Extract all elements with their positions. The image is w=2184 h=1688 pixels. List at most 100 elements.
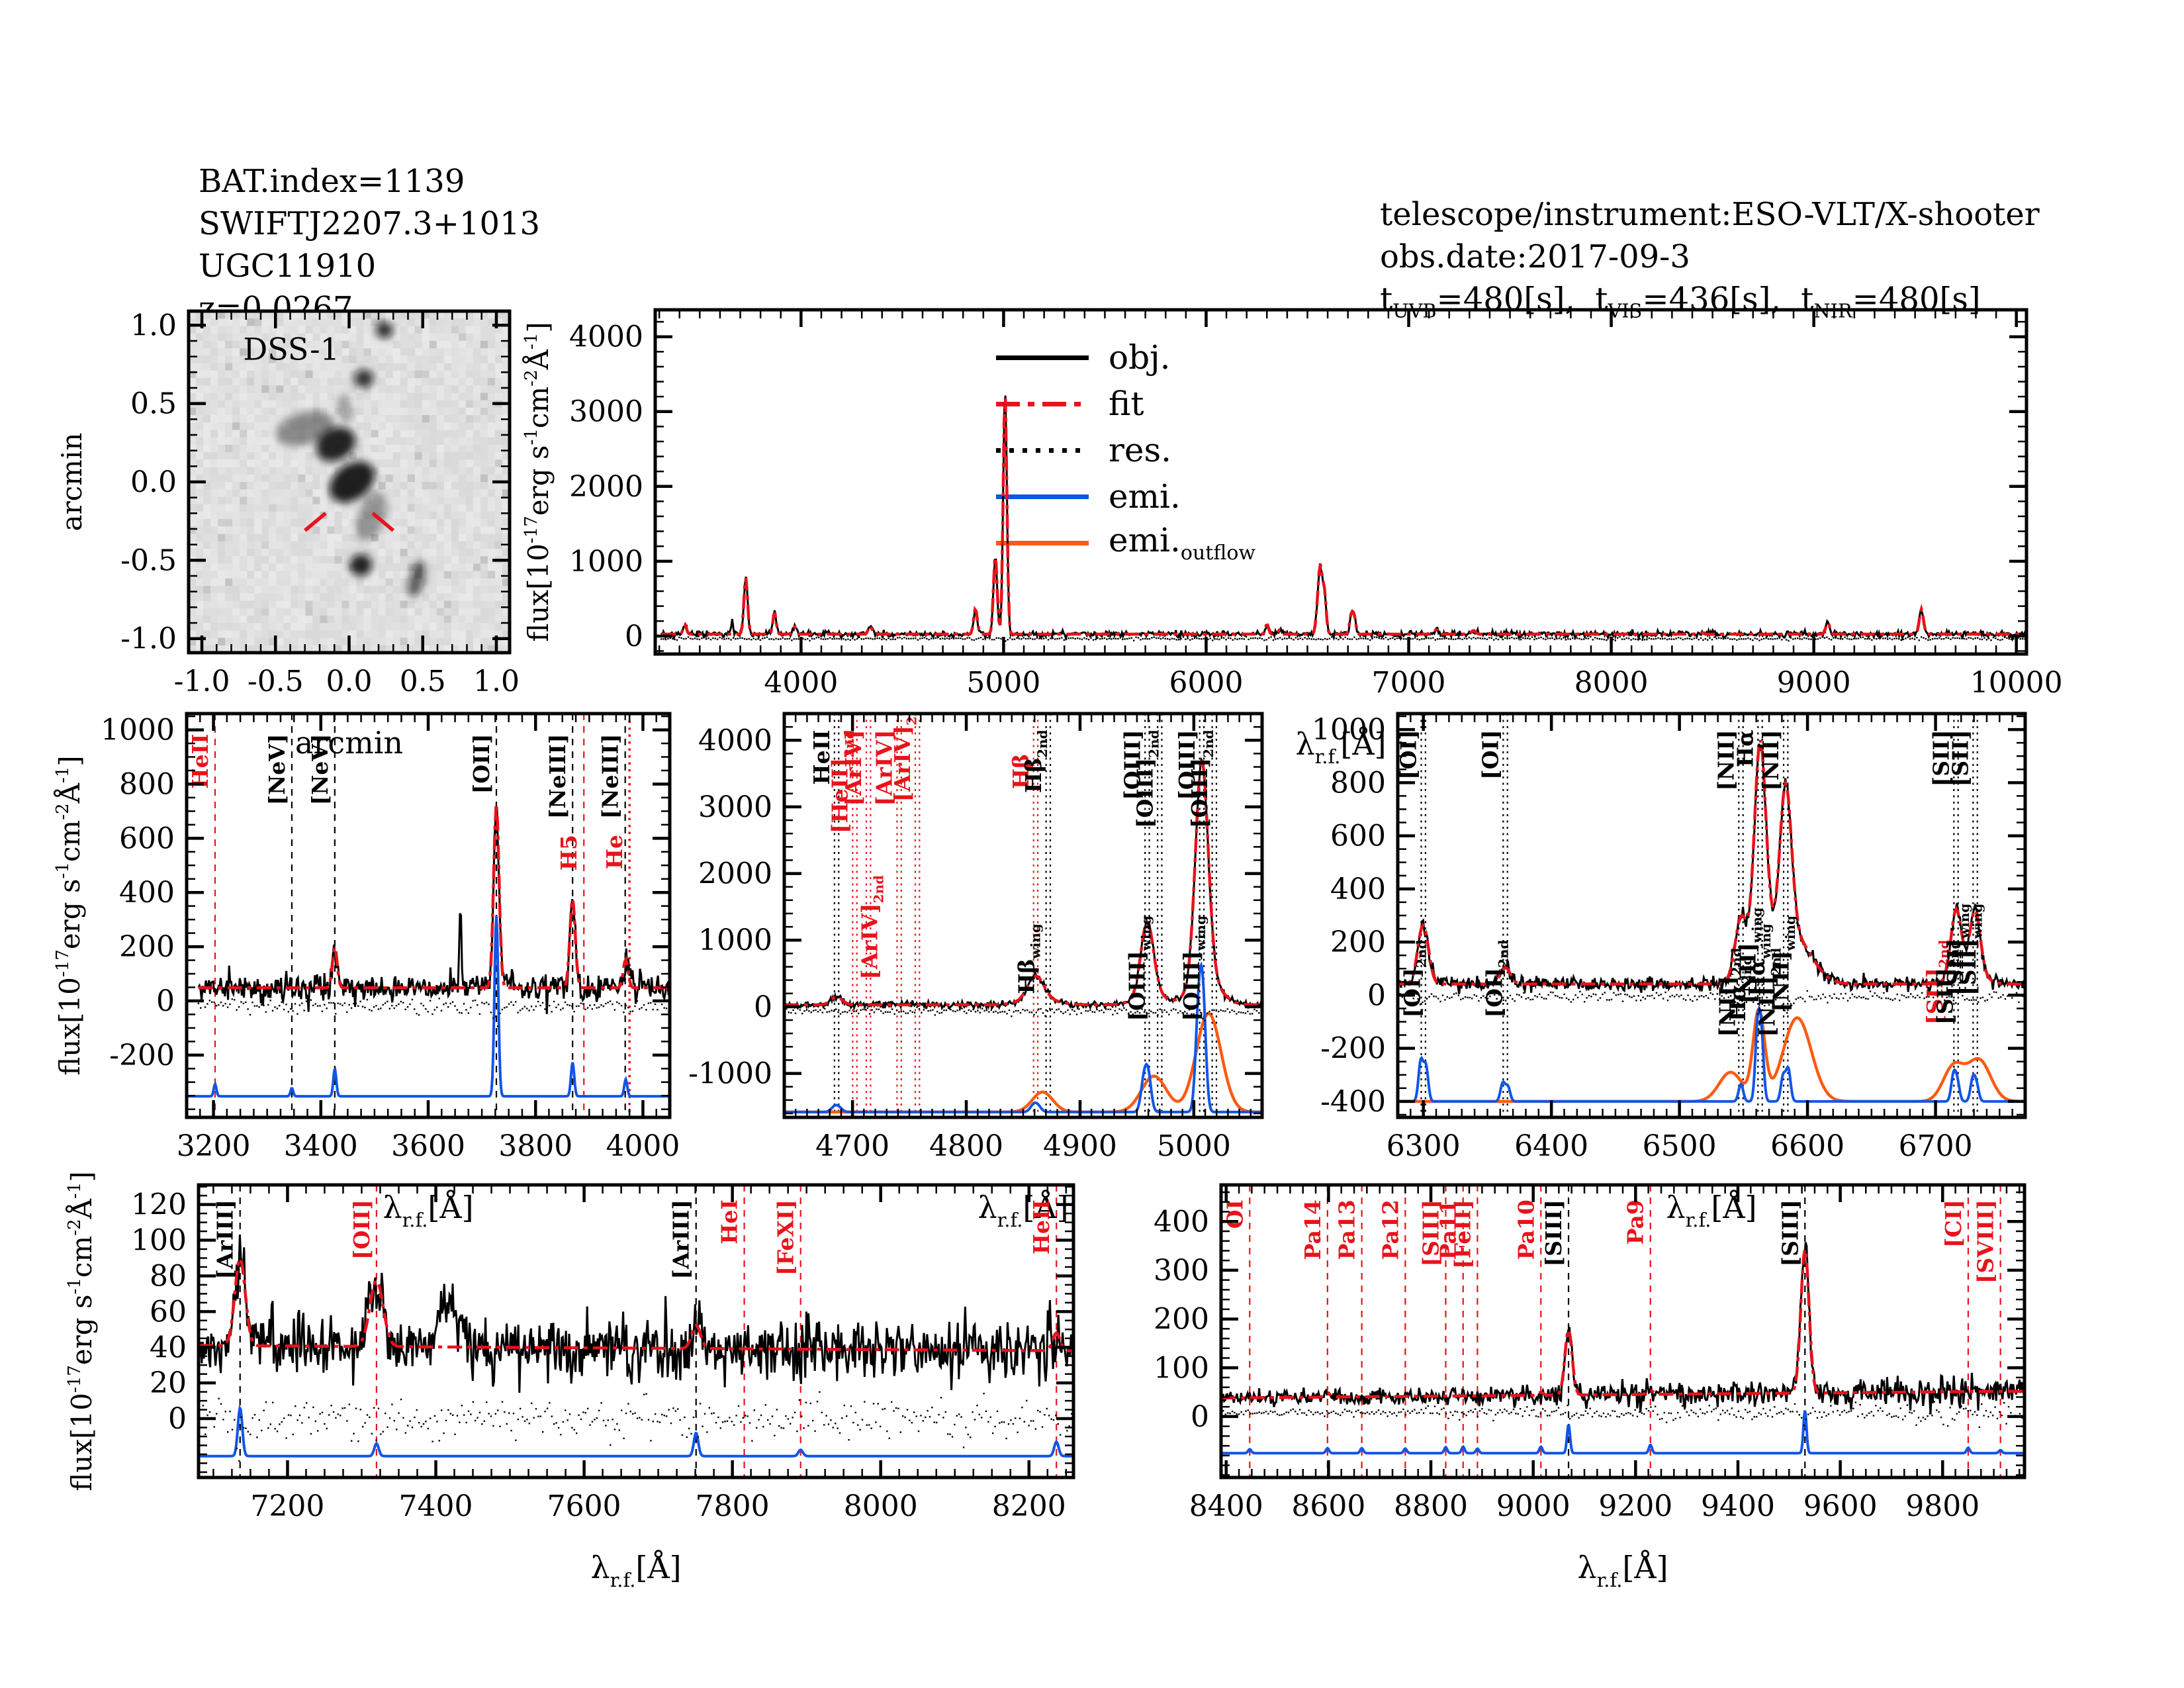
emission-line-label: [SII]wing xyxy=(1942,904,1972,996)
emission-line-label: [SVIII] xyxy=(1973,1199,1999,1284)
emission-line-label: [SII]2nd xyxy=(1922,940,1952,1025)
x-tick-label: 1.0 xyxy=(473,665,520,698)
emission-line-label: [OI]2nd xyxy=(1399,940,1429,1018)
emission-line-label: [OIII]wing xyxy=(1124,915,1154,1021)
x-tick-label: 9200 xyxy=(1598,1489,1672,1523)
obj-trace xyxy=(1221,1242,2025,1415)
x-tick-label: 4800 xyxy=(929,1129,1003,1163)
x-tick-label: 5000 xyxy=(966,666,1040,700)
y-axis-label: arcmin xyxy=(56,433,88,532)
emission-line-label: [NII]wing xyxy=(1768,915,1798,1012)
emission-line-label: He xyxy=(602,835,627,869)
x-tick-label: 0.0 xyxy=(326,665,373,698)
x-tick-label: 9800 xyxy=(1905,1489,1979,1523)
emission-line-label: [SII]2nd xyxy=(1932,940,1962,1025)
x-tick-label: 6000 xyxy=(1169,666,1243,700)
emission-line-label: Hα2nd xyxy=(1725,956,1754,1021)
y-tick-label: 0.5 xyxy=(130,387,177,421)
x-tick-label: -1.0 xyxy=(174,665,230,698)
legend-line-sample-fit xyxy=(996,401,1089,406)
telescope-instrument: telescope/instrument:ESO-VLT/X-shooter xyxy=(1380,196,2040,233)
emission-line-label: Pa12 xyxy=(1377,1199,1403,1260)
x-tick-label: 6700 xyxy=(1899,1129,1973,1163)
x-tick-label: 0.5 xyxy=(400,665,446,698)
panel-full-spectrum: 4000 5000 6000 7000 8000 9000 10000 0 1000 2000 30… xyxy=(522,308,2063,768)
x-tick-label: 3200 xyxy=(177,1129,251,1163)
emission-line-label: Hβwing xyxy=(1014,923,1044,994)
x-tick-label: 6400 xyxy=(1514,1129,1588,1163)
y-tick-label: 40 xyxy=(150,1331,187,1364)
y-tick-label: 2000 xyxy=(569,470,643,504)
emission-line-label: [NII]wing xyxy=(1735,908,1764,1004)
emission-line-label: Pa13 xyxy=(1334,1199,1360,1260)
y-tick-label: -400 xyxy=(1320,1085,1386,1119)
legend-item-fit: fit xyxy=(996,381,1255,427)
emission-line-label: [NII] xyxy=(1713,729,1739,790)
y-tick-label: 400 xyxy=(1154,1205,1209,1239)
y-tick-label: -200 xyxy=(109,1039,175,1072)
y-tick-label: 0 xyxy=(625,620,643,653)
panel-halpha-nii-sii: [OI] [OI] [NII]Hα [NII] [SII][SII] [OI]2nd [OI… xyxy=(1312,712,2027,1231)
legend-line-sample-emi-outflow xyxy=(996,540,1089,545)
emission-line-label: [OIII] xyxy=(1174,729,1200,800)
x-tick-label: 8400 xyxy=(1189,1489,1263,1523)
exposure-times: tUVB=480[s], tVIS=436[s], tNIR=480[s] xyxy=(1380,281,1981,322)
x-axis-label: arcmin xyxy=(295,725,403,761)
fit-trace xyxy=(1398,739,2025,986)
legend-label-emi-outflow: emi.outflow xyxy=(1109,521,1256,565)
y-tick-label: 0 xyxy=(168,1402,187,1436)
axes: 4000 5000 6000 7000 8000 9000 10000 0 1000 2000 30… xyxy=(522,308,2063,768)
y-tick-label: 800 xyxy=(1330,766,1386,800)
emi-outflow-trace xyxy=(1398,1006,2025,1103)
dss-galaxy-image xyxy=(276,322,426,598)
y-tick-label: 400 xyxy=(119,876,175,910)
emission-line-label: HeI xyxy=(717,1199,743,1244)
legend-item-emi-outflow: emi.outflow xyxy=(996,520,1255,566)
emission-line-label: [NeV] xyxy=(264,734,290,806)
emi-trace xyxy=(1398,1004,2025,1103)
swift-name: SWIFTJ2207.3+1013 xyxy=(199,205,541,242)
x-tick-label: 7200 xyxy=(250,1489,324,1523)
y-tick-label: 0 xyxy=(1367,978,1386,1012)
fit-trace xyxy=(198,804,670,990)
axes: 8400 8600 8800 9000 9200 9400 9600 9800 0 100 200 3… xyxy=(1154,1183,2026,1591)
x-tick-label: 7000 xyxy=(1372,666,1446,700)
line-labels: [ArIII] [OII] [ArIII] HeI [FeXI] HeII xyxy=(212,1199,1054,1280)
emission-line-label: [SII]wing xyxy=(1955,904,1985,996)
axes: 3200 3400 3600 3800 4000 -200 0 200 400 600 800 100… xyxy=(53,712,680,1231)
emission-line-label: Pa14 xyxy=(1300,1199,1326,1260)
line-markers xyxy=(214,714,631,1117)
x-tick-label: 7800 xyxy=(696,1489,770,1523)
y-tick-label: 600 xyxy=(1330,820,1386,853)
y-tick-label: 60 xyxy=(150,1295,187,1329)
line-markers xyxy=(833,714,1218,1117)
emission-line-label: HeII xyxy=(187,734,213,789)
res-trace xyxy=(784,1006,1262,1021)
axes: -1.0 -0.5 0.0 0.5 1.0 -1.0 -0.5 0.0 0.5 1.0 arcmin… xyxy=(56,308,520,761)
observation-info-block: telescope/instrument:ESO-VLT/X-shooter o… xyxy=(1380,193,2040,332)
emission-line-label: Pa10 xyxy=(1513,1199,1539,1260)
x-tick-label: 3800 xyxy=(498,1129,572,1163)
x-tick-label: 8000 xyxy=(1574,666,1649,700)
y-axis-label: flux[10-17erg s-1cm-2Å-1] xyxy=(65,1171,98,1491)
x-axis-label: λr.f.[Å] xyxy=(1295,726,1386,768)
emission-line-label: [ArIV] xyxy=(841,729,866,806)
panel-ariii-oii-red: [ArIII] [OII] [ArIII] HeI [FeXI] HeII 7200 7400… xyxy=(65,1171,1075,1591)
emission-line-label: Pa9 xyxy=(1623,1199,1649,1244)
y-tick-label: 1000 xyxy=(101,714,175,747)
panel-siii-paschen: OI Pa14 Pa13 Pa12 [SIII]Pa11[FeII] Pa10 [SIII]… xyxy=(1154,1183,2026,1591)
emi-trace xyxy=(784,961,1262,1113)
emission-line-label: [NII]2nd xyxy=(1714,948,1744,1037)
y-tick-label: 600 xyxy=(119,821,175,855)
fit-trace xyxy=(784,760,1262,1007)
y-axis-label: flux[10-17erg s-1cm-2Å-1] xyxy=(522,322,555,641)
obj-trace xyxy=(199,1234,1073,1393)
emission-line-label: [HeII]2nd xyxy=(827,729,857,833)
emission-line-label: HeII xyxy=(809,729,835,784)
emission-line-label: OI xyxy=(1222,1199,1248,1229)
x-axis-label: λr.f.[Å] xyxy=(1666,1189,1756,1231)
emission-line-label: [NeV] xyxy=(307,734,333,806)
legend-item-emi: emi. xyxy=(996,473,1255,520)
